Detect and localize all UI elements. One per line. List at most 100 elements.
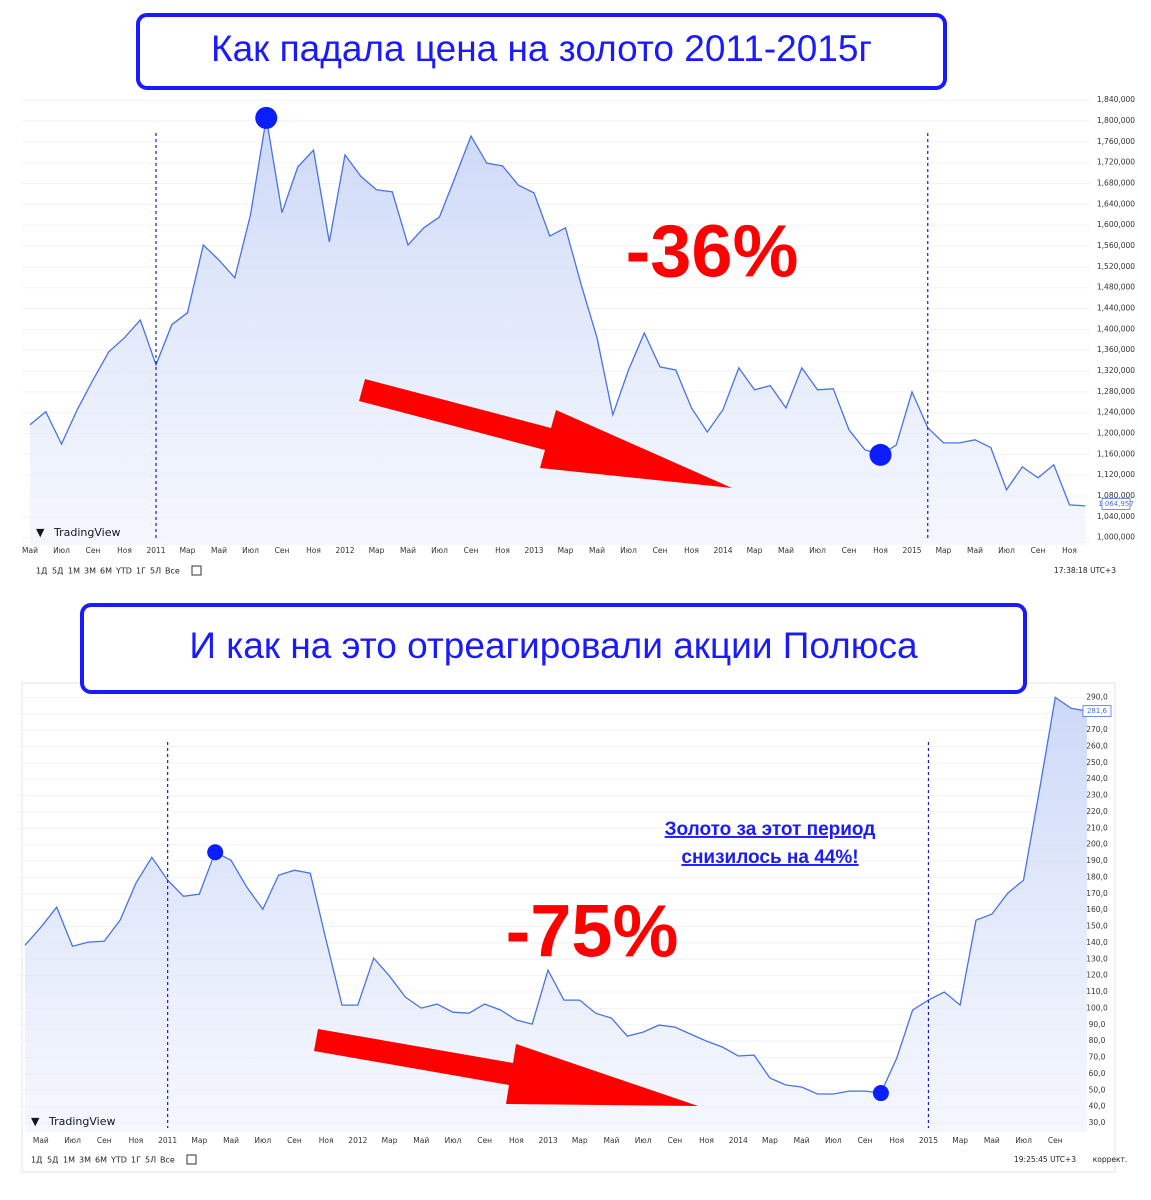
x-tick-label: Май <box>22 546 38 555</box>
range-button[interactable]: 1М <box>63 1156 75 1165</box>
y-tick-label: 60,0 <box>1089 1069 1106 1078</box>
x-tick-label: 2014 <box>729 1136 748 1145</box>
x-tick-label: Мар <box>558 546 574 555</box>
timestamp: 17:38:18 UTC+3 <box>1054 566 1116 575</box>
x-tick-label: Май <box>984 1136 1000 1145</box>
x-tick-label: Ноя <box>495 546 510 555</box>
timestamp: 19:25:45 UTC+3 <box>1014 1155 1076 1164</box>
highlight-point <box>872 1085 889 1102</box>
x-tick-label: Май <box>211 546 227 555</box>
x-tick-label: Мар <box>369 546 385 555</box>
x-tick-label: Ноя <box>873 546 888 555</box>
y-tick-label: 30,0 <box>1089 1118 1106 1127</box>
range-button[interactable]: 1М <box>68 567 80 576</box>
x-tick-label: 2015 <box>919 1136 938 1145</box>
y-tick-label: 100,0 <box>1086 1003 1108 1012</box>
x-tick-label: Сен <box>1048 1136 1063 1145</box>
price-line <box>29 117 1086 507</box>
calendar-icon[interactable] <box>191 565 202 576</box>
y-tick-label: 80,0 <box>1089 1036 1106 1045</box>
area-fill <box>25 697 1087 1132</box>
y-tick-label: 230,0 <box>1086 791 1108 800</box>
y-tick-label: 1,760,000 <box>1097 137 1135 146</box>
y-tick-label: 1,040,000 <box>1097 512 1135 521</box>
range-button[interactable]: 3М <box>84 567 96 576</box>
x-tick-label: Май <box>589 546 605 555</box>
y-tick-label: 200,0 <box>1086 840 1108 849</box>
range-button[interactable]: 5Л <box>145 1156 156 1165</box>
x-tick-label: Сен <box>653 546 668 555</box>
y-tick-label: 120,0 <box>1086 971 1108 980</box>
range-button[interactable]: 5Д <box>52 567 63 576</box>
title-box <box>136 13 947 90</box>
area-fill <box>30 117 1086 546</box>
y-tick-label: 1,120,000 <box>1097 470 1135 479</box>
y-tick-label: 110,0 <box>1086 987 1108 996</box>
x-tick-label: Мар <box>572 1136 588 1145</box>
x-tick-label: Июл <box>64 1136 81 1145</box>
x-tick-label: 2011 <box>158 1136 177 1145</box>
range-button[interactable]: 6М <box>95 1156 107 1165</box>
y-tick-label: 270,0 <box>1086 725 1108 734</box>
x-tick-label: Сен <box>97 1136 112 1145</box>
y-tick-label: 180,0 <box>1086 872 1108 881</box>
y-tick-label: 170,0 <box>1086 889 1108 898</box>
down-arrow <box>359 379 732 488</box>
highlight-point <box>255 106 278 129</box>
x-tick-label: Май <box>33 1136 49 1145</box>
y-tick-label: 160,0 <box>1086 905 1108 914</box>
x-tick-label: Май <box>603 1136 619 1145</box>
price-tag <box>1082 705 1112 718</box>
chart-title: И как на это отреагировали акции Полюса <box>189 625 918 666</box>
x-tick-label: Мар <box>762 1136 778 1145</box>
y-tick-label: 1,240,000 <box>1097 408 1135 417</box>
x-tick-label: Сен <box>1031 546 1046 555</box>
x-tick-label: Ноя <box>129 1136 144 1145</box>
y-tick-label: 210,0 <box>1086 823 1108 832</box>
x-tick-label: Сен <box>842 546 857 555</box>
scale-mode[interactable]: коррект. <box>1093 1155 1128 1164</box>
y-tick-label: 1,320,000 <box>1097 366 1135 375</box>
x-tick-label: 2014 <box>713 546 732 555</box>
y-tick-label: 1,000,000 <box>1097 533 1135 542</box>
x-tick-label: Ноя <box>117 546 132 555</box>
range-button[interactable]: 1Д <box>36 567 47 576</box>
range-button[interactable]: YTD <box>110 1156 127 1165</box>
x-tick-label: Сен <box>667 1136 682 1145</box>
annotation: -36% <box>626 210 799 293</box>
range-button[interactable]: 1Г <box>131 1156 141 1165</box>
y-tick-label: 50,0 <box>1089 1085 1106 1094</box>
x-tick-label: Июл <box>1015 1136 1032 1145</box>
y-tick-label: 150,0 <box>1086 922 1108 931</box>
x-tick-label: 2013 <box>524 546 543 555</box>
range-button[interactable]: Все <box>165 567 180 576</box>
x-tick-label: Ноя <box>1062 546 1077 555</box>
price-tag <box>1101 497 1131 510</box>
highlight-point <box>207 844 224 861</box>
x-tick-label: Май <box>967 546 983 555</box>
range-button[interactable]: 6М <box>100 567 112 576</box>
note: снизилось на 44%! <box>681 847 858 868</box>
x-tick-label: Май <box>413 1136 429 1145</box>
range-button[interactable]: Все <box>160 1156 175 1165</box>
range-button[interactable]: YTD <box>115 567 132 576</box>
x-tick-label: Сен <box>464 546 479 555</box>
range-button[interactable]: 5Л <box>150 567 161 576</box>
price-line <box>24 696 1088 1095</box>
range-button[interactable]: 3М <box>79 1156 91 1165</box>
x-tick-label: Ноя <box>699 1136 714 1145</box>
range-button[interactable]: 1Д <box>31 1156 42 1165</box>
range-button[interactable]: 1Г <box>136 567 146 576</box>
range-button[interactable]: 5Д <box>47 1156 58 1165</box>
y-tick-label: 1,480,000 <box>1097 283 1135 292</box>
y-tick-label: 190,0 <box>1086 856 1108 865</box>
down-arrow <box>314 1029 698 1106</box>
y-tick-label: 130,0 <box>1086 954 1108 963</box>
y-tick-label: 290,0 <box>1086 692 1108 701</box>
calendar-icon[interactable] <box>186 1154 197 1165</box>
y-tick-label: 1,160,000 <box>1097 449 1135 458</box>
x-tick-label: Июл <box>998 546 1015 555</box>
x-tick-label: Июл <box>53 546 70 555</box>
x-tick-label: Июл <box>254 1136 271 1145</box>
